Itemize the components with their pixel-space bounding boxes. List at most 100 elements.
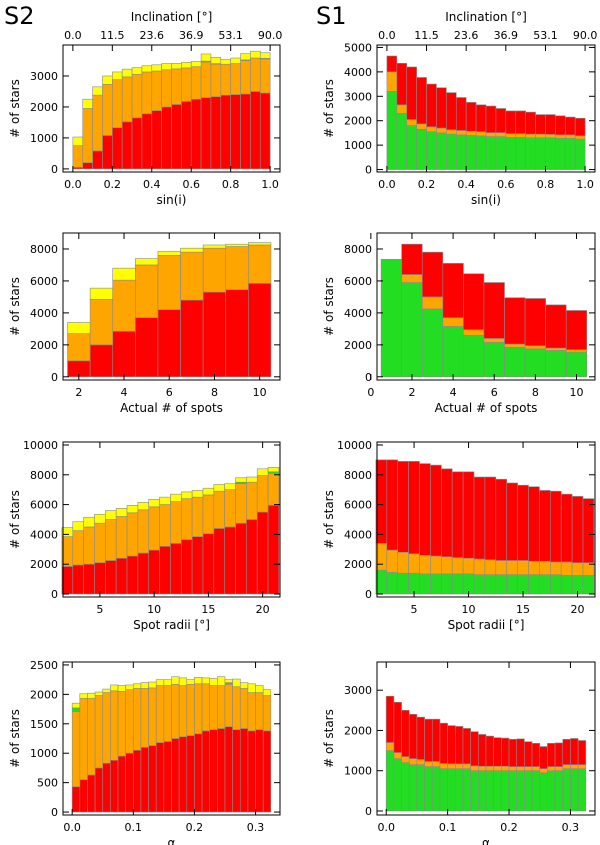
- s2-alpha-bar-yellow-25: [262, 689, 272, 696]
- s2-spots-bar-yellow-0: [67, 322, 91, 334]
- s2-radii-ytick-label-3: 6000: [30, 499, 58, 512]
- s2-radii-bar-red-13: [202, 533, 215, 595]
- s1-alpha-bar-green-12: [478, 770, 487, 812]
- s1-inclination-bar-orange-14: [525, 133, 536, 139]
- s1-alpha-bar-green-2: [401, 762, 410, 812]
- s1-inclination-ytick-label-0: 0: [365, 164, 372, 177]
- s2-alpha-bar-orange-0: [71, 711, 81, 788]
- s2-alpha-bar-yellow-15: [186, 679, 195, 685]
- s2-alpha-bar-yellow-13: [171, 676, 180, 685]
- s2-radii-xtick-label-0: 5: [96, 603, 103, 616]
- s2-inclination-bar-red-5: [121, 121, 133, 170]
- s1-spots-bar-orange-5: [483, 338, 505, 343]
- s2-inclination-bar-red-14: [210, 96, 222, 170]
- s1-alpha-bar-orange-25: [577, 764, 587, 769]
- s2-inclination-bar-yellow-17: [240, 53, 251, 61]
- s2-radii-bar-orange-13: [202, 494, 215, 534]
- s1-inclination-bar-orange-15: [535, 133, 546, 139]
- s2-radii-bar-yellow-12: [191, 490, 204, 498]
- s1-alpha-plot-frame: [376, 661, 596, 816]
- s2-alpha-bar-red-8: [133, 749, 142, 813]
- s2-alpha-bar-orange-9: [140, 688, 149, 748]
- s2-inclination-bar-orange-4: [112, 79, 123, 129]
- s1-spots-bar-green-4: [463, 334, 485, 378]
- s2-inclination-bar-red-15: [220, 94, 231, 170]
- s2-radii-bar-red-16: [235, 522, 247, 595]
- s2-alpha-bar-orange-17: [201, 683, 210, 732]
- s1-inclination-bar-orange-0: [386, 71, 398, 92]
- s1-alpha-bar-red-24: [570, 738, 579, 765]
- s1-alpha-bar-orange-23: [562, 764, 571, 769]
- s1-inclination-top-axis-label: Inclination [°]: [445, 10, 527, 24]
- s2-radii-xtick-label-2: 15: [201, 603, 215, 616]
- s1-inclination-bar-green-18: [564, 138, 576, 170]
- s2-radii-bar-red-8: [148, 549, 160, 595]
- s2-spots-bar-red-3: [135, 317, 159, 378]
- s2-alpha-bar-yellow-6: [117, 685, 126, 692]
- s2-alpha-bar-orange-7: [125, 689, 134, 754]
- s1-radii-ylabel: # of stars: [322, 490, 336, 549]
- s1-radii-bar-orange-2: [397, 551, 409, 574]
- s2-alpha-bar-red-14: [178, 736, 188, 813]
- s1-alpha-xtick-label-0: 0.0: [377, 821, 395, 834]
- s2-inclination-bar-yellow-10: [171, 62, 182, 70]
- s1-alpha-bar-red-22: [554, 742, 564, 767]
- s1-radii-bar-green-9: [473, 574, 486, 595]
- s2-spots-ytick-label-3: 6000: [30, 275, 58, 288]
- s2-radii-bar-yellow-6: [126, 505, 139, 514]
- s2-radii-bar-yellow-9: [159, 496, 171, 505]
- s2-inclination-bar-orange-13: [200, 61, 212, 98]
- s2-alpha-bar-yellow-8: [133, 683, 142, 689]
- s1-inclination-bar-red-13: [515, 110, 526, 134]
- s1-radii-bar-red-12: [506, 482, 518, 561]
- s1-radii-bar-orange-7: [451, 557, 464, 575]
- s2-radii-bar-red-18: [256, 511, 269, 595]
- s2-spots-bar-red-2: [112, 330, 136, 378]
- s2-spots-plot-frame: [62, 232, 281, 381]
- s2-inclination-xtick-label-1: 0.2: [104, 178, 122, 191]
- s1-spots-bar-red-3: [442, 263, 464, 318]
- s1-alpha-bar-red-14: [493, 737, 502, 767]
- s1-spots-bar-green-0: [380, 259, 402, 378]
- s2-radii-bar-yellow-1: [72, 521, 84, 531]
- s2-inclination-bar-red-8: [151, 110, 162, 170]
- s2-alpha-bar-green-0: [71, 707, 81, 712]
- s1-alpha-bar-green-10: [462, 768, 471, 812]
- s1-spots-bar-green-1: [401, 282, 423, 378]
- s2-inclination-bar-red-18: [250, 91, 261, 170]
- s1-inclination-bar-red-2: [406, 66, 417, 120]
- s1-spots-xtick-label-0: 0: [367, 386, 374, 399]
- s1-alpha-bar-red-20: [539, 746, 548, 769]
- s2-alpha-bar-yellow-18: [209, 678, 218, 686]
- s1-alpha-bar-orange-18: [524, 766, 533, 772]
- s2-radii-bar-orange-9: [159, 504, 171, 547]
- s1-spots-bar-red-6: [504, 297, 526, 345]
- s2-inclination-bar-orange-11: [181, 67, 192, 102]
- s2-inclination-plot-frame: [62, 44, 281, 173]
- s2-inclination-ylabel: # of stars: [8, 79, 22, 138]
- s2-radii-bar-red-2: [83, 563, 95, 595]
- s1-inclination-bar-green-15: [535, 137, 546, 170]
- s2-alpha-bar-orange-23: [247, 692, 256, 732]
- s1-inclination-ytick-label-3: 3000: [344, 90, 372, 103]
- s1-radii-bar-green-2: [397, 572, 409, 595]
- s1-alpha-bar-green-11: [470, 770, 479, 812]
- s2-inclination-xlabel: sin(i): [157, 193, 187, 207]
- s1-alpha-bar-orange-19: [531, 766, 541, 772]
- s2-inclination-ytick-label-3: 3000: [30, 70, 58, 83]
- s1-inclination-top-tick-label-1: 11.5: [414, 29, 439, 42]
- s1-spots-bar-red-5: [483, 282, 505, 339]
- s1-inclination-ytick-label-5: 5000: [344, 41, 372, 54]
- s2-inclination-bar-yellow-18: [250, 50, 261, 59]
- s1-alpha-bar-red-7: [439, 722, 448, 764]
- s2-spots-bar-yellow-1: [89, 287, 114, 300]
- s2-alpha-xlabel: α: [168, 836, 176, 845]
- s2-inclination-top-tick-label-4: 53.1: [218, 29, 243, 42]
- s2-inclination-bar-orange-2: [92, 94, 103, 152]
- s1-radii-ytick-label-0: 0: [365, 588, 372, 601]
- s1-radii-bar-red-4: [419, 463, 431, 556]
- s2-inclination-bar-orange-9: [161, 69, 172, 108]
- s1-inclination-top-tick-label-5: 90.0: [573, 29, 598, 42]
- s2-radii-bar-red-14: [213, 528, 225, 595]
- s1-radii-xtick-label-1: 10: [462, 603, 476, 616]
